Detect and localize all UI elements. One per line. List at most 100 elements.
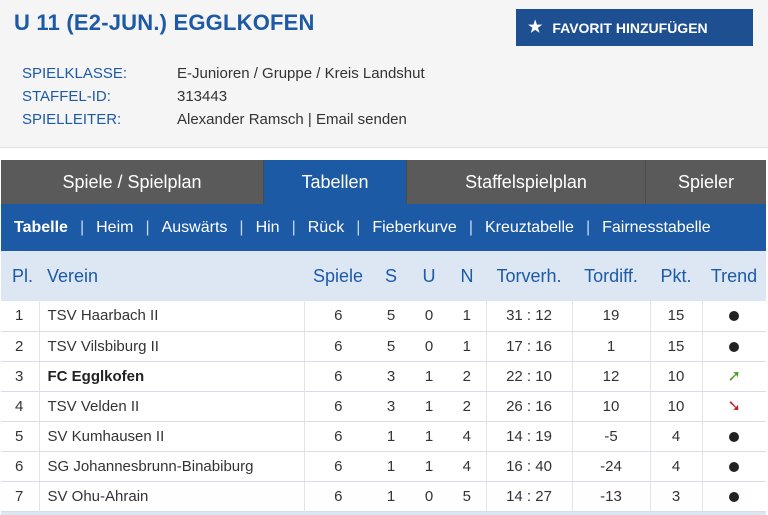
cell-verein[interactable]: TSV Haarbach II [39,301,305,332]
subnav-auswaerts[interactable]: Auswärts [161,218,228,236]
cell-trend [702,421,766,452]
cell-n: 1 [448,331,486,362]
cell-trend [702,301,766,332]
subnav-separator: | [239,218,244,236]
cell-u: 1 [410,391,448,422]
cell-torverh: 31 : 12 [485,301,573,332]
table-row: 6 SG Johannesbrunn-Binabiburg 6 1 1 4 16… [1,451,766,482]
spielklasse-label: SPIELKLASSE: [22,65,128,82]
subnav-separator: | [585,218,591,236]
cell-torverh: 22 : 10 [485,361,573,392]
cell-n: 2 [448,361,486,392]
header-u[interactable]: U [410,251,448,301]
tab-tabellen[interactable]: Tabellen [264,160,407,204]
cell-tordiff: 1 [572,331,650,362]
subnav-fieberkurve[interactable]: Fieberkurve [372,218,457,236]
header-torverh[interactable]: Torverh. [486,251,572,301]
subnav-separator: | [79,218,85,236]
cell-torverh: 17 : 16 [485,331,573,362]
spielleiter-name: Alexander Ramsch [177,111,304,128]
cell-spiele: 6 [304,331,372,362]
cell-verein[interactable]: TSV Velden II [39,391,305,422]
cell-torverh: 14 : 27 [485,481,573,512]
league-info: SPIELKLASSE: E-Junioren / Gruppe / Kreis… [22,62,425,131]
dot-icon [729,431,740,442]
staffel-id-value: 313443 [177,88,228,105]
cell-s: 1 [372,481,410,512]
standings-table: Pl. Verein Spiele S U N Torverh. Tordiff… [1,251,766,512]
cell-tordiff: -5 [572,421,650,452]
subnav-separator: | [291,218,296,236]
cell-trend [702,481,766,512]
cell-pkt: 10 [649,391,703,422]
subnav-kreuztabelle[interactable]: Kreuztabelle [484,218,574,236]
cell-tordiff: -24 [572,451,650,482]
cell-tordiff: 19 [572,301,650,332]
spielleiter-label: SPIELLEITER: [22,111,122,128]
email-link[interactable]: Email senden [315,111,407,128]
dot-icon [729,491,740,502]
cell-u: 1 [410,361,448,392]
cell-verein[interactable]: TSV Vilsbiburg II [39,331,305,362]
cell-pl: 5 [1,421,40,452]
header-n[interactable]: N [448,251,486,301]
tab-spieler[interactable]: Spieler [646,160,766,204]
cell-s: 5 [372,301,410,332]
staffel-id-label: STAFFEL-ID: [22,88,111,105]
cell-u: 0 [410,301,448,332]
cell-pkt: 3 [649,481,703,512]
subnav-rueck[interactable]: Rück [307,218,345,236]
info-row-staffel: STAFFEL-ID: 313443 [22,85,425,108]
cell-spiele: 6 [304,361,372,392]
subnav-fairnesstabelle[interactable]: Fairnesstabelle [602,218,711,236]
cell-s: 3 [372,361,410,392]
cell-spiele: 6 [304,391,372,422]
subnav-separator: | [356,218,361,236]
spielklasse-value: E-Junioren / Gruppe / Kreis Landshut [177,65,425,82]
subnav-tabelle[interactable]: Tabelle [14,218,68,236]
cell-trend [702,331,766,362]
cell-spiele: 6 [304,421,372,452]
cell-u: 1 [410,451,448,482]
tab-spiele-spielplan[interactable]: Spiele / Spielplan [1,160,264,204]
cell-n: 4 [448,421,486,452]
cell-u: 1 [410,421,448,452]
header-tordiff[interactable]: Tordiff. [572,251,650,301]
header-pkt[interactable]: Pkt. [650,251,702,301]
info-row-spielklasse: SPIELKLASSE: E-Junioren / Gruppe / Kreis… [22,62,425,85]
cell-tordiff: 10 [572,391,650,422]
cell-pkt: 15 [649,331,703,362]
add-favorite-button[interactable]: ★ FAVORIT HINZUFÜGEN [516,9,753,46]
info-row-spielleiter: SPIELLEITER: Alexander Ramsch | Email se… [22,108,425,131]
cell-u: 0 [410,481,448,512]
cell-pl: 4 [1,391,40,422]
table-row: 7 SV Ohu-Ahrain 6 1 0 5 14 : 27 -13 3 [1,481,766,512]
cell-s: 1 [372,421,410,452]
subnav-heim[interactable]: Heim [96,218,134,236]
page-title: U 11 (E2-JUN.) EGGLKOFEN [14,10,315,35]
cell-verein[interactable]: SV Ohu-Ahrain [39,481,305,512]
header-pl[interactable]: Pl. [1,251,39,301]
table-header-row: Pl. Verein Spiele S U N Torverh. Tordiff… [1,251,766,301]
header-s[interactable]: S [372,251,410,301]
cell-s: 5 [372,331,410,362]
spielleiter-separator: | [307,111,312,128]
cell-torverh: 14 : 19 [485,421,573,452]
cell-u: 0 [410,331,448,362]
cell-n: 4 [448,451,486,482]
cell-pl: 2 [1,331,40,362]
cell-verein[interactable]: SG Johannesbrunn-Binabiburg [39,451,305,482]
cell-verein[interactable]: FC Egglkofen [39,361,305,392]
cell-tordiff: 12 [572,361,650,392]
cell-trend: ➘ [702,391,766,422]
cell-s: 3 [372,391,410,422]
subnav-hin[interactable]: Hin [255,218,280,236]
table-row: 2 TSV Vilsbiburg II 6 5 0 1 17 : 16 1 15 [1,331,766,362]
cell-n: 1 [448,301,486,332]
header-spiele[interactable]: Spiele [304,251,372,301]
header-verein[interactable]: Verein [39,251,304,301]
cell-verein[interactable]: SV Kumhausen II [39,421,305,452]
table-row: 1 TSV Haarbach II 6 5 0 1 31 : 12 19 15 [1,301,766,332]
cell-pkt: 4 [649,451,703,482]
tab-staffelspielplan[interactable]: Staffelspielplan [407,160,646,204]
